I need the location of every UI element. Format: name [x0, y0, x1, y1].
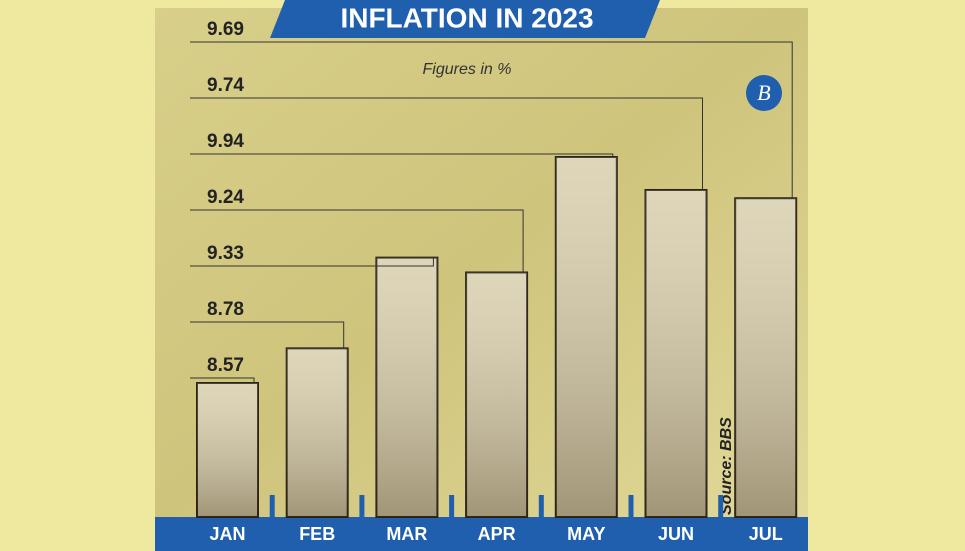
leader-line [190, 377, 255, 383]
x-tick-label: MAR [386, 524, 427, 544]
source: Source: BBS [718, 417, 735, 515]
x-tick-label: JAN [209, 524, 245, 544]
bar-shade [286, 348, 348, 517]
title-box [270, 0, 660, 38]
leader-line [190, 209, 524, 273]
separator [359, 495, 365, 517]
bar-shade [735, 198, 797, 517]
logo [746, 75, 782, 111]
value-label: 9.74 [207, 75, 244, 96]
leader-line [190, 321, 345, 349]
month-band [155, 517, 808, 551]
bar-shade [466, 272, 528, 517]
x-tick-label: JUL [749, 524, 783, 544]
separator [449, 495, 455, 517]
value-label: 9.24 [207, 187, 244, 208]
x-tick-label: MAY [567, 524, 605, 544]
value-label: 9.33 [207, 243, 244, 264]
bar-shade [645, 189, 707, 517]
bar-shade [376, 257, 438, 517]
leader-line [190, 153, 614, 157]
x-tick-label: APR [478, 524, 516, 544]
subtitle: Figures in % [423, 61, 512, 78]
leader-line [190, 97, 703, 190]
value-label: 9.69 [207, 19, 244, 40]
x-tick-label: JUN [658, 524, 694, 544]
leader-line [190, 41, 793, 199]
logo-letter: B [757, 80, 770, 105]
value-label: 8.57 [207, 355, 244, 376]
value-label: 9.94 [207, 131, 244, 152]
separator [538, 495, 544, 517]
bar-shade [197, 383, 258, 517]
bar-shade [555, 157, 617, 517]
chart-title: INFLATION IN 2023 [340, 2, 593, 33]
separator [718, 495, 724, 517]
separator [628, 495, 634, 517]
x-tick-label: FEB [299, 524, 335, 544]
leader-line [190, 257, 434, 267]
separator [269, 495, 275, 517]
value-label: 8.78 [207, 299, 244, 320]
